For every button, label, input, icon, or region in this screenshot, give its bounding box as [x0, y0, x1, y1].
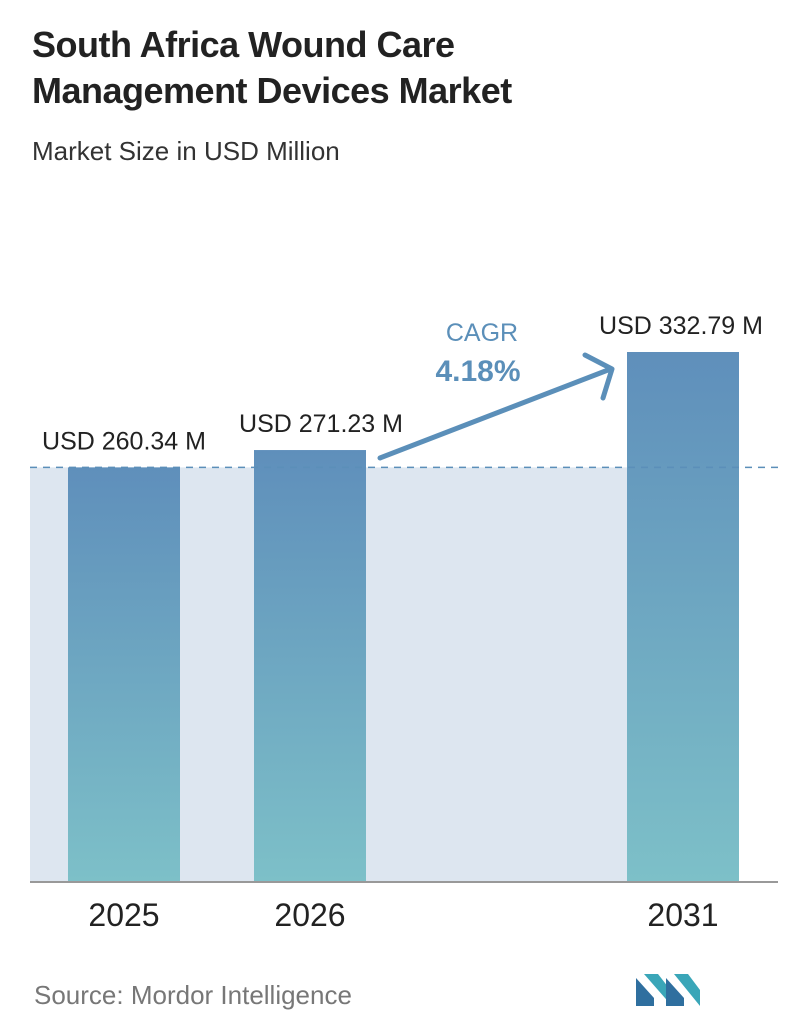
data-label-2025: USD 260.34 M [42, 427, 206, 455]
mordor-intelligence-logo-icon [636, 974, 700, 1006]
cagr-annotation: CAGR 4.18% [377, 319, 615, 461]
cagr-arrow-icon [377, 367, 611, 461]
cagr-label: CAGR [446, 319, 518, 347]
data-label-2026: USD 271.23 M [239, 410, 403, 438]
bar-2026 [254, 450, 366, 882]
data-label-2031: USD 332.79 M [599, 312, 763, 340]
source-note: Source: Mordor Intelligence [34, 980, 352, 1010]
chart-title-line-1: South Africa Wound Care [32, 24, 455, 65]
cagr-arrowhead-icon [582, 352, 615, 401]
cagr-value: 4.18% [435, 355, 520, 388]
chart-title-line-2: Management Devices Market [32, 70, 512, 111]
x-tick-label-2025: 2025 [88, 897, 159, 933]
chart-subtitle: Market Size in USD Million [32, 136, 340, 166]
x-tick-label-2031: 2031 [647, 897, 718, 933]
chart-title: South Africa Wound Care Management Devic… [32, 22, 512, 114]
x-tick-label-2026: 2026 [274, 897, 345, 933]
bar-chart: USD 260.34 M 2025 USD 271.23 M 2026 USD 332.… [30, 312, 778, 933]
bar-2025 [68, 467, 180, 882]
bar-2031 [627, 352, 739, 882]
